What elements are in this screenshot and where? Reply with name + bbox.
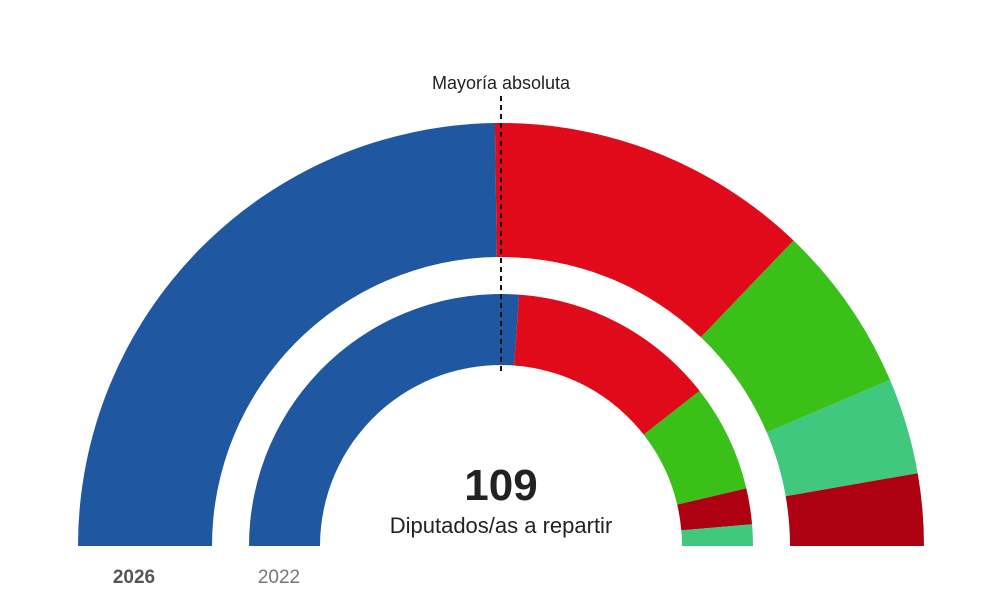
seat-segment-2026-4[interactable] bbox=[766, 379, 918, 497]
total-caption: Diputados/as a repartir bbox=[390, 513, 613, 538]
seat-segment-2026-2[interactable] bbox=[494, 123, 794, 338]
seat-segment-2022-5[interactable] bbox=[681, 524, 753, 546]
year-label-2022[interactable]: 2022 bbox=[258, 567, 300, 588]
seat-segment-2026-3[interactable] bbox=[700, 240, 891, 433]
seat-segment-2026-5[interactable] bbox=[785, 473, 924, 546]
majority-label: Mayoría absoluta bbox=[432, 73, 571, 93]
outer-ring-2026 bbox=[78, 123, 924, 547]
seat-segment-2022-2[interactable] bbox=[514, 294, 700, 435]
inner-ring-2022 bbox=[249, 293, 753, 546]
total-seats: 109 bbox=[464, 461, 537, 510]
seat-segment-2022-1[interactable] bbox=[249, 293, 520, 546]
seat-segment-2026-1[interactable] bbox=[78, 123, 497, 547]
seat-segment-2022-4[interactable] bbox=[677, 488, 753, 531]
year-label-2026[interactable]: 2026 bbox=[113, 567, 155, 588]
seat-segment-2022-3[interactable] bbox=[643, 390, 747, 505]
